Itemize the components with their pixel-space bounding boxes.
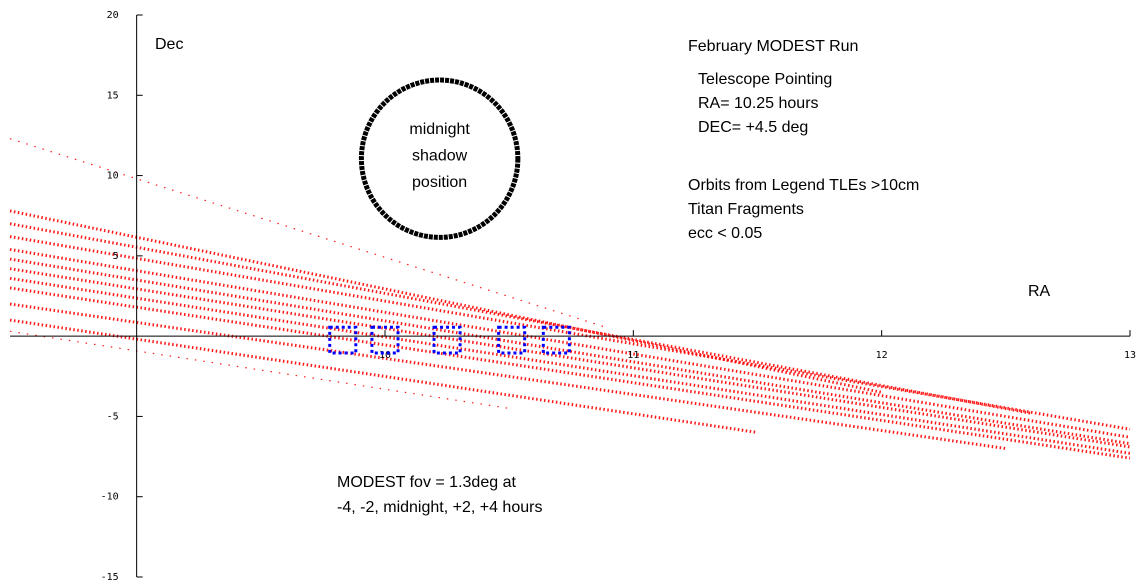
- y-tick-label: -15: [101, 572, 119, 583]
- orbit-track: [9, 222, 1031, 415]
- orbit-track: [9, 286, 1131, 460]
- orbit-track: [9, 209, 882, 394]
- fov-box: [541, 325, 571, 355]
- x-tick-label: 11: [627, 350, 639, 361]
- y-tick-label: 5: [113, 251, 119, 262]
- y-tick-label: 10: [107, 171, 119, 182]
- shadow-label: midnight: [409, 121, 470, 138]
- y-tick-label: -10: [101, 492, 119, 503]
- orbit-track: [9, 267, 1131, 449]
- y-tick-label: 15: [107, 90, 119, 101]
- fov-box: [370, 325, 400, 355]
- note: ecc < 0.05: [688, 225, 762, 242]
- fov-note: MODEST fov = 1.3deg at: [337, 474, 516, 491]
- note: Orbits from Legend TLEs >10cm: [688, 177, 919, 194]
- shadow-label: position: [412, 174, 467, 191]
- note: RA= 10.25 hours: [698, 95, 819, 112]
- orbit-track: [9, 257, 1131, 446]
- x-axis-label: RA: [1028, 283, 1051, 300]
- orbit-track: [9, 302, 1007, 451]
- fov-box: [432, 325, 462, 355]
- fov-box: [497, 325, 527, 355]
- y-tick-label: 20: [107, 10, 119, 21]
- y-axis-label: Dec: [155, 36, 183, 53]
- orbit-track: [9, 330, 510, 409]
- note: DEC= +4.5 deg: [698, 119, 808, 136]
- x-tick-label: 12: [876, 350, 888, 361]
- fov-note: -4, -2, midnight, +2, +4 hours: [337, 499, 542, 516]
- shadow-label: shadow: [412, 147, 468, 164]
- shadow-circle: [358, 77, 521, 240]
- orbit-track: [9, 276, 1131, 455]
- note: Titan Fragments: [688, 201, 804, 218]
- x-tick-label: 13: [1124, 350, 1136, 361]
- y-tick-label: -5: [107, 411, 119, 422]
- note: Telescope Pointing: [698, 71, 832, 88]
- orbit-track: [9, 247, 1131, 439]
- x-tick-label: 10: [379, 350, 391, 361]
- fov-box: [328, 325, 358, 355]
- note: February MODEST Run: [688, 38, 858, 55]
- orbit-track: [9, 318, 758, 434]
